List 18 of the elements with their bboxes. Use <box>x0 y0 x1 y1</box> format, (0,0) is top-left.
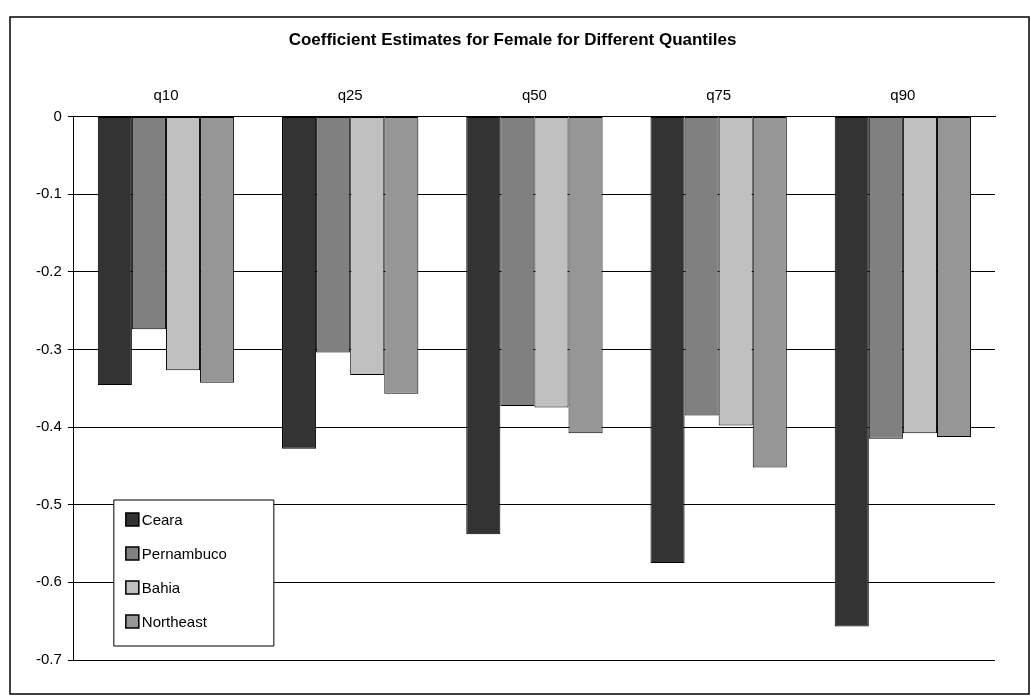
y-tick-label: -0.1 <box>35 184 62 202</box>
y-tick-label: -0.3 <box>35 339 62 357</box>
legend-label: Pernambuco <box>141 545 227 563</box>
y-tick-label: 0 <box>53 106 62 124</box>
chart-title: Coefficient Estimates for Female for Different Quantiles <box>288 29 737 49</box>
y-tick-label: -0.5 <box>35 494 62 512</box>
legend-label: Ceara <box>141 511 184 529</box>
y-tick-label: -0.6 <box>35 572 62 590</box>
legend-label: Bahia <box>141 579 181 597</box>
y-tick-label: -0.7 <box>35 650 62 668</box>
x-tick-label: q25 <box>337 85 363 103</box>
legend-label: Northeast <box>141 613 208 631</box>
x-tick-label: q10 <box>153 85 179 103</box>
x-tick-label: q90 <box>890 85 916 103</box>
y-tick-label: -0.2 <box>35 261 62 279</box>
x-tick-label: q75 <box>706 85 732 103</box>
x-tick-label: q50 <box>521 85 547 103</box>
y-tick-label: -0.4 <box>35 417 62 435</box>
